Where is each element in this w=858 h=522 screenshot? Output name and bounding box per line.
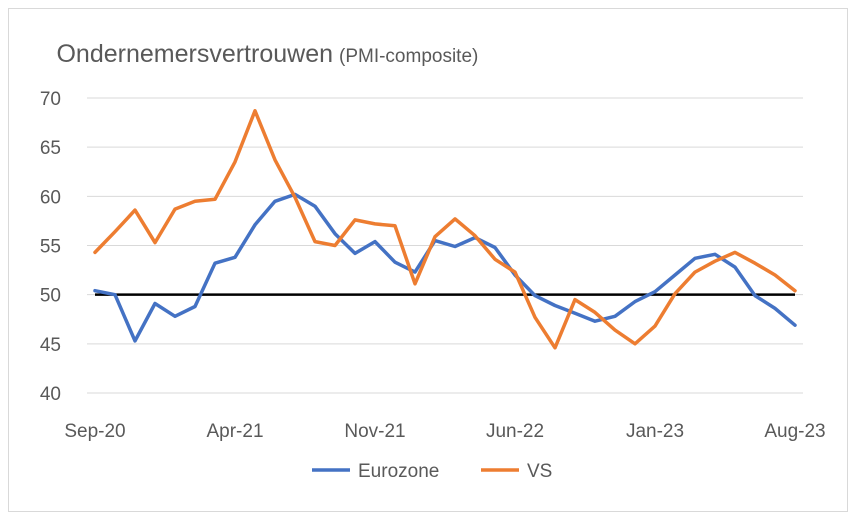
y-tick-label: 65	[40, 138, 61, 159]
legend-label-eurozone: Eurozone	[358, 461, 439, 482]
y-tick-label: 50	[40, 286, 61, 307]
x-tick-label: Jan-23	[626, 421, 684, 442]
series-line-vs	[93, 109, 797, 350]
x-tick-label: Aug-23	[764, 421, 825, 442]
chart-title: Ondernemersvertrouwen	[56, 40, 333, 68]
x-tick-label: Apr-21	[206, 421, 263, 442]
y-tick-label: 60	[40, 187, 61, 208]
x-tick-label: Jun-22	[486, 421, 544, 442]
y-tick-label: 45	[40, 335, 61, 356]
chart-subtitle: (PMI-composite)	[339, 46, 478, 67]
legend-label-vs: VS	[527, 461, 552, 482]
x-tick-label: Sep-20	[64, 421, 125, 442]
y-tick-label: 40	[40, 384, 61, 405]
series-line-eurozone	[93, 192, 797, 343]
x-tick-label: Nov-21	[344, 421, 405, 442]
y-tick-label: 55	[40, 237, 61, 258]
y-tick-label: 70	[40, 89, 61, 110]
chart-frame	[8, 8, 848, 512]
